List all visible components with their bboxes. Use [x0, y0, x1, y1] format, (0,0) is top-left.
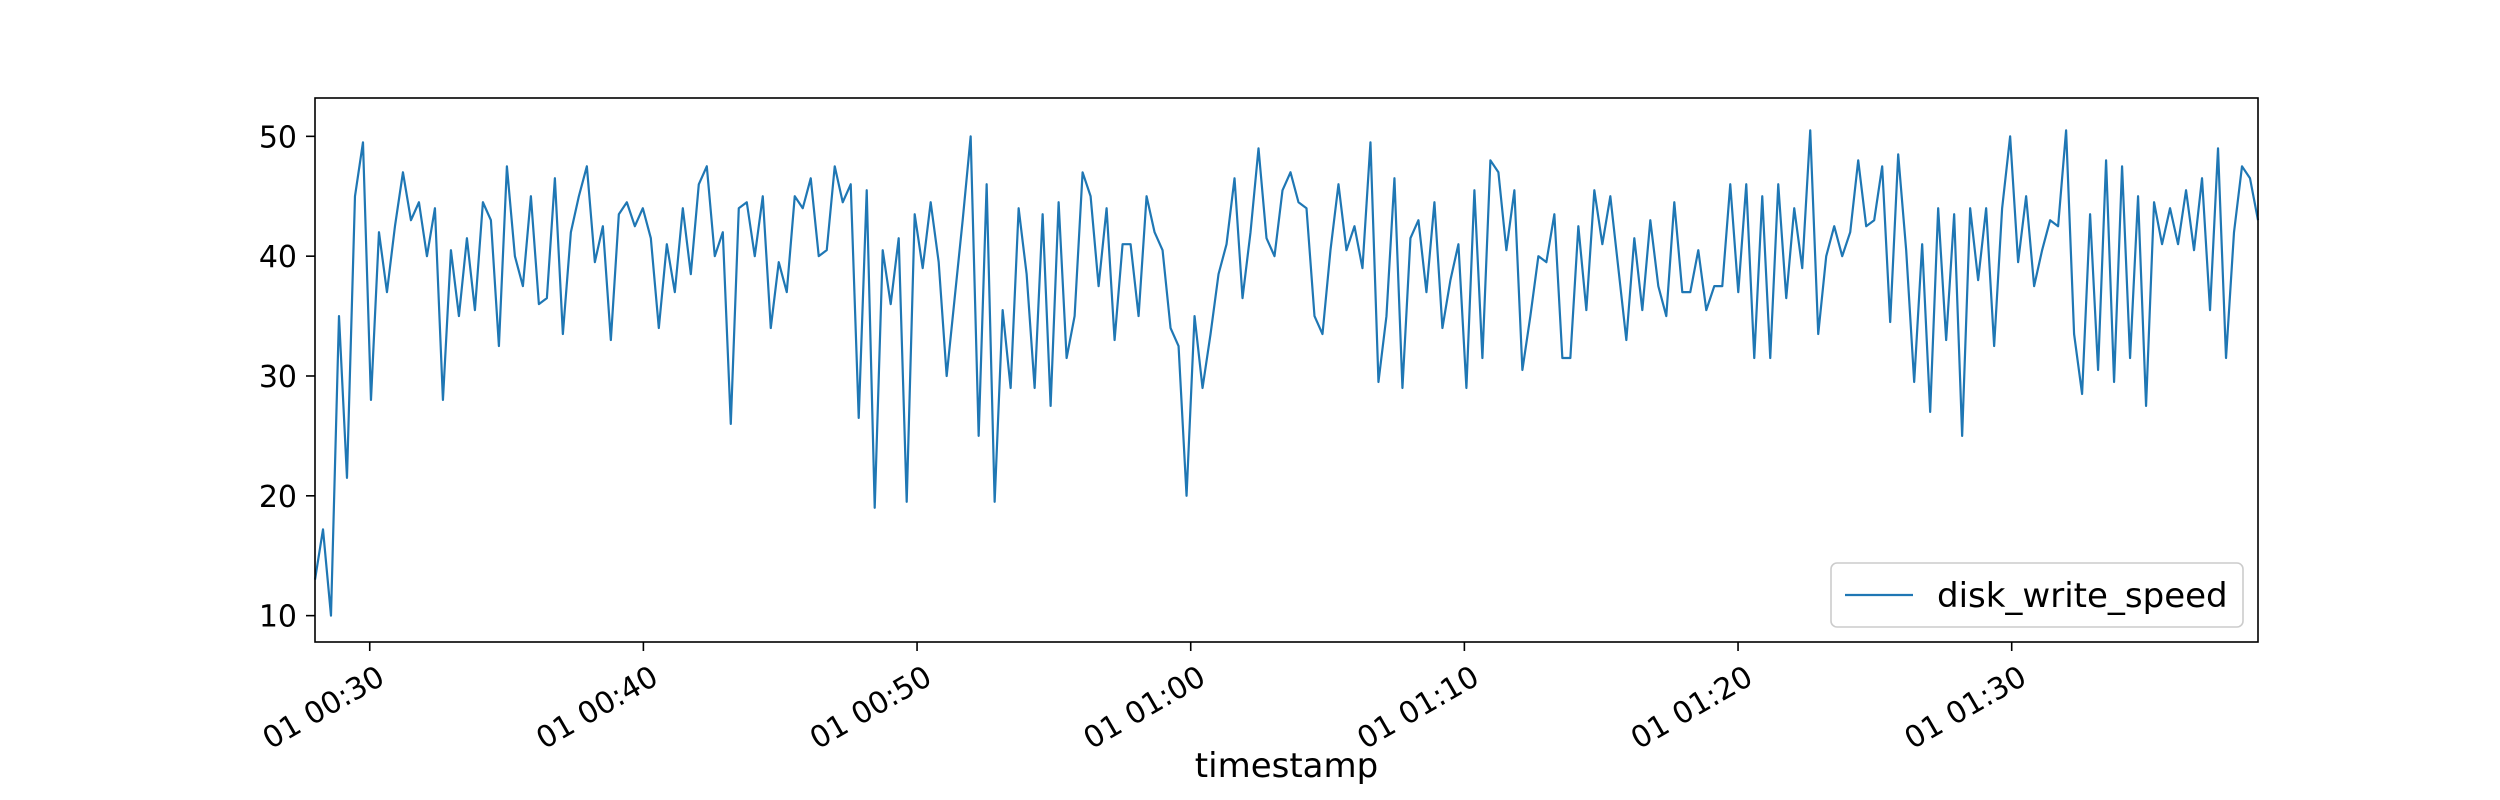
y-tick-label: 10 — [259, 600, 297, 635]
x-axis-title: timestamp — [1195, 746, 1378, 786]
legend-box — [1830, 562, 2244, 628]
plot-frame — [314, 97, 2259, 643]
y-tick-label: 30 — [259, 360, 297, 395]
y-tick-label: 20 — [259, 480, 297, 515]
series-line-disk-write-speed — [313, 129, 2260, 617]
y-tick-label: 40 — [259, 240, 297, 275]
y-axis: 10 20 30 40 50 — [259, 120, 315, 635]
legend: disk_write_speed — [1830, 562, 2244, 628]
y-tick-label: 50 — [259, 120, 297, 155]
legend-label: disk_write_speed — [1937, 576, 2228, 616]
